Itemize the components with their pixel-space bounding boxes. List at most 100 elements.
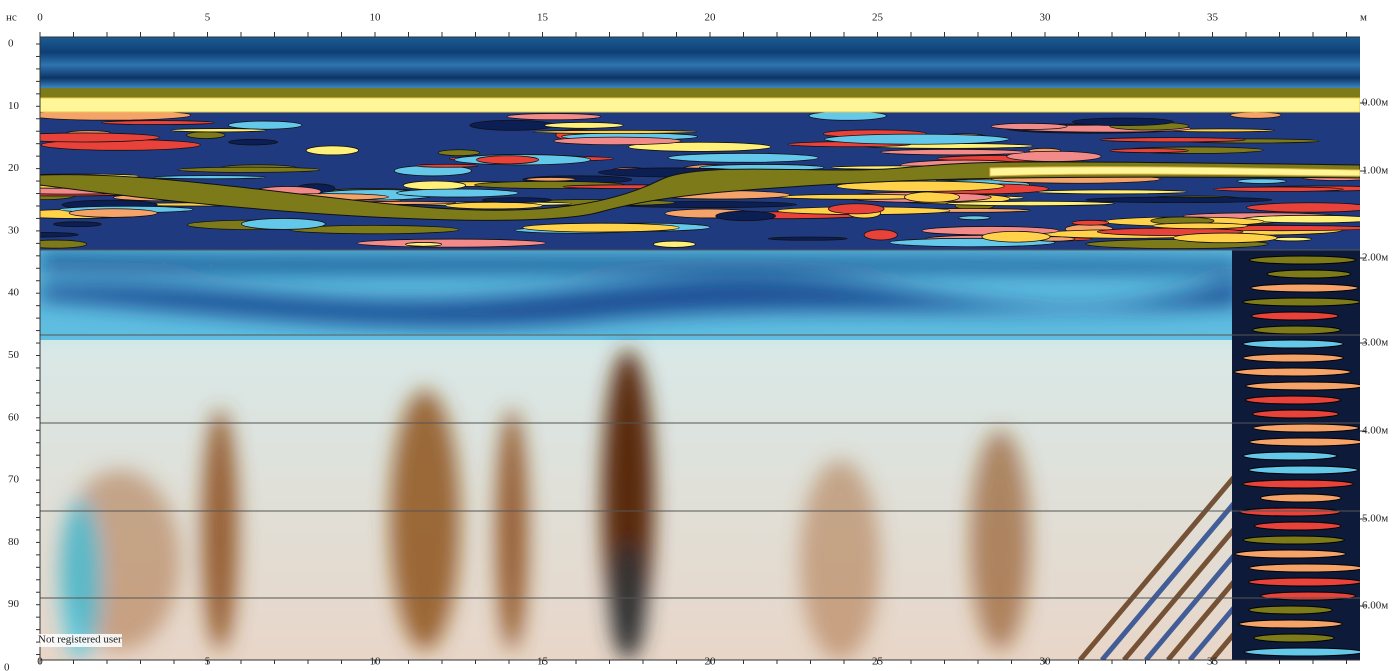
bottom-tick-label: 15	[537, 656, 549, 668]
reflection	[1239, 620, 1342, 628]
top-tick-label: 35	[1207, 12, 1219, 24]
reflection	[1086, 197, 1272, 202]
reflection	[1253, 424, 1359, 432]
reflection	[1230, 112, 1281, 118]
reflection	[864, 230, 897, 240]
reflection	[229, 139, 278, 145]
reflection	[1110, 149, 1189, 153]
reflection	[768, 237, 847, 240]
reflection	[1237, 179, 1287, 184]
bottom-tick-label: 5	[205, 656, 211, 668]
reflection	[1260, 494, 1341, 502]
reflection	[1273, 237, 1312, 241]
bottom-tick-label: 25	[872, 656, 884, 668]
reflection	[482, 198, 551, 203]
reflection	[507, 113, 601, 119]
reflection	[1244, 648, 1363, 656]
reflection	[178, 167, 320, 172]
left-tick-label: 0	[8, 38, 14, 50]
reflection	[523, 223, 679, 232]
reflection	[1234, 368, 1351, 376]
reflection	[881, 149, 1025, 155]
left-tick-label: 10	[8, 100, 20, 112]
top-tick-label: 20	[705, 12, 717, 24]
top-tick-label: 15	[537, 12, 549, 24]
reflection	[228, 121, 302, 129]
left-tick-label: 40	[8, 287, 20, 299]
reflection	[1248, 578, 1361, 586]
reflection	[306, 146, 359, 155]
surface-olive	[40, 88, 1360, 98]
bottom-tick-label: 10	[370, 656, 382, 668]
reflection	[1249, 466, 1358, 474]
left-tick-label: 80	[8, 536, 20, 548]
reflection	[1073, 118, 1174, 126]
reflection	[828, 204, 884, 214]
reflection	[1249, 256, 1355, 264]
reflection	[1214, 187, 1344, 192]
reflection	[1247, 203, 1374, 212]
reflection	[668, 153, 818, 162]
radargram-window: нс м 0 Not registered user 0510152025303…	[0, 0, 1392, 671]
reflection	[1243, 298, 1361, 306]
reflection	[526, 178, 576, 182]
time-unit: нс	[6, 12, 17, 24]
reflection	[1254, 634, 1334, 642]
bottom-left-label: 0	[4, 662, 10, 671]
reflection	[187, 132, 225, 139]
reflection	[1261, 592, 1356, 600]
reflection	[1243, 536, 1344, 544]
top-tick-label: 30	[1040, 12, 1052, 24]
reflection	[397, 189, 519, 197]
reflection	[554, 137, 681, 145]
radargram-image	[0, 37, 1392, 660]
depth-label: 6.00м	[1362, 600, 1388, 612]
reflection	[809, 111, 886, 120]
left-tick-label: 30	[8, 224, 20, 236]
distance-unit: м	[1360, 12, 1367, 24]
reflection	[1243, 340, 1343, 348]
reflection	[1243, 354, 1344, 362]
reflection	[1255, 522, 1341, 530]
reflection	[477, 156, 539, 164]
reflection	[1100, 138, 1245, 142]
reflection	[982, 231, 1050, 242]
depth-label: 4.00м	[1362, 425, 1388, 437]
reflection	[1253, 410, 1339, 418]
reflection	[1246, 382, 1364, 390]
reflection	[445, 202, 542, 209]
depth-label: 1.00м	[1362, 165, 1388, 177]
reflection	[959, 216, 991, 220]
reflection	[241, 218, 325, 229]
reflection	[357, 239, 546, 247]
surface-yellow	[40, 98, 1360, 112]
reflection	[1072, 220, 1109, 225]
bottom-tick-label: 20	[705, 656, 717, 668]
left-tick-label: 20	[8, 162, 20, 174]
reflection	[991, 123, 1067, 129]
reflection	[101, 121, 214, 125]
depth-label: 3.00м	[1362, 337, 1388, 349]
reflection	[417, 164, 478, 167]
reflection	[1243, 480, 1354, 488]
reflection	[8, 133, 159, 142]
top-tick-label: 0	[37, 12, 43, 24]
reflection	[69, 209, 157, 218]
reflection	[1252, 312, 1339, 320]
reflection	[438, 150, 480, 156]
reflection	[653, 241, 695, 247]
left-tick-label: 70	[8, 474, 20, 486]
reflection	[53, 222, 101, 227]
reflection	[406, 242, 442, 246]
reflection	[1153, 223, 1248, 229]
top-tick-label: 5	[205, 12, 211, 24]
bottom-tick-label: 30	[1040, 656, 1052, 668]
reflection	[824, 134, 1009, 144]
reflection	[1252, 326, 1340, 334]
reflection	[403, 181, 465, 190]
reflection	[1245, 396, 1340, 404]
reflection	[1173, 233, 1277, 243]
reflection	[534, 130, 697, 133]
reflection	[716, 211, 776, 220]
depth-label: 2.00м	[1362, 252, 1388, 264]
